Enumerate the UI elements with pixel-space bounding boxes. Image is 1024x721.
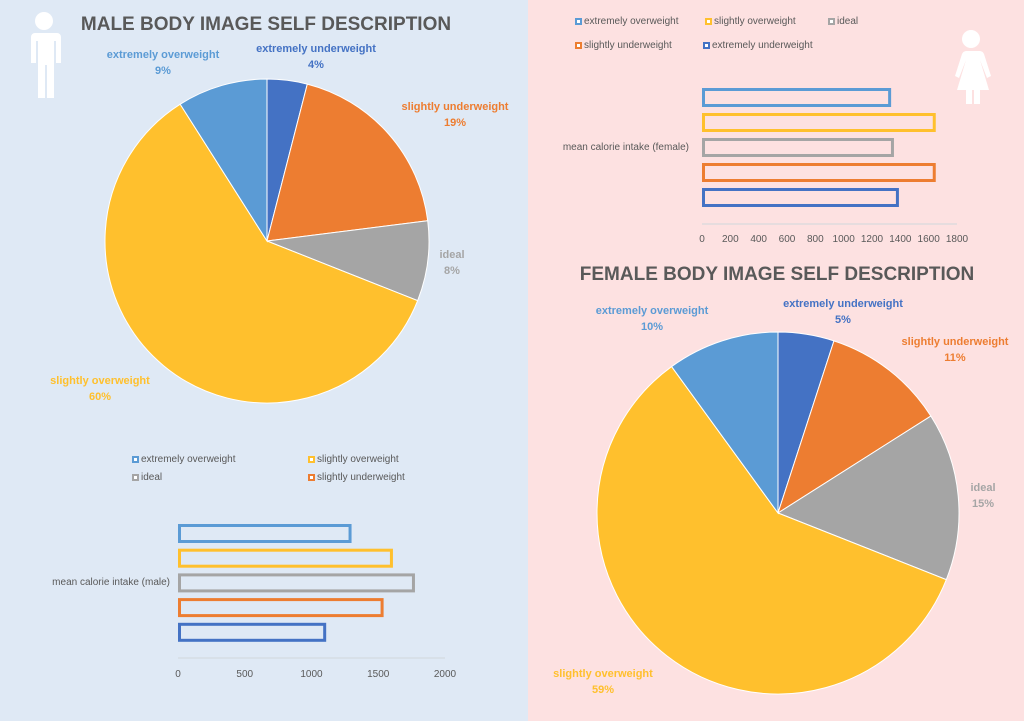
pie-data-label: extremely underweight 5% (783, 296, 903, 328)
pie-label-percent: 19% (443, 117, 467, 129)
pie-label-category: extremely underweight (783, 298, 903, 310)
female-pie-title: FEMALE BODY IMAGE SELF DESCRIPTION (579, 264, 975, 285)
pie-label-percent: 59% (591, 684, 615, 696)
legend-label: slightly underweight (317, 472, 405, 483)
bar-slightly-underweight (178, 598, 384, 618)
legend-label: extremely overweight (584, 16, 679, 27)
legend-label: slightly overweight (714, 16, 796, 27)
pie-data-label: extremely underweight 4% (256, 41, 376, 73)
bar-slightly-overweight (178, 548, 393, 568)
x-tick-label: 200 (721, 234, 739, 245)
legend-item: extremely overweight (575, 16, 678, 27)
x-tick-label: 1500 (367, 669, 390, 680)
pie-data-label: slightly underweight 19% (402, 99, 509, 131)
legend-item: extremely overweight (132, 454, 235, 465)
legend-swatch (308, 474, 315, 481)
pie-label-category: extremely underweight (256, 43, 376, 55)
pie-data-label: extremely overweight 9% (107, 47, 220, 79)
legend-swatch (703, 42, 710, 49)
legend-label: ideal (141, 472, 163, 483)
pie-slice-extremely-overweight (179, 78, 268, 243)
pie-data-label: extremely overweight 10% (596, 303, 709, 335)
legend-swatch (705, 18, 712, 25)
pie-data-label: ideal 8% (439, 247, 464, 279)
legend-swatch (575, 42, 582, 49)
x-tick-label: 2000 (433, 669, 457, 680)
legend-item: ideal (828, 16, 858, 27)
pie-label-percent: 60% (88, 391, 112, 403)
x-tick-label: 0 (175, 669, 181, 680)
pie-label-percent: 10% (640, 321, 664, 333)
x-tick-label: 1200 (860, 234, 884, 245)
legend-label: slightly overweight (317, 454, 399, 465)
x-tick-label: 1800 (945, 234, 969, 245)
bar-slightly-overweight (702, 113, 936, 132)
legend-label: extremely underweight (712, 40, 813, 51)
pie-label-percent: 8% (444, 265, 460, 277)
pie-label-percent: 9% (155, 65, 171, 77)
pie-label-category: extremely overweight (595, 305, 709, 317)
legend-item: extremely underweight (703, 40, 813, 51)
legend-item: slightly underweight (308, 472, 405, 483)
pie-slice-slightly-underweight (266, 83, 429, 242)
x-tick-label: 1600 (917, 234, 940, 245)
x-tick-label: 500 (236, 669, 254, 680)
pie-slice-slightly-overweight (104, 103, 419, 404)
pie-label-percent: 5% (835, 314, 851, 326)
x-tick-label: 400 (750, 234, 767, 245)
bar-extremely-underweight (702, 188, 899, 207)
x-tick-label: 1400 (889, 234, 912, 245)
pie-label-category: extremely overweight (106, 49, 220, 61)
x-tick-label: 600 (778, 234, 796, 245)
x-tick-label: 0 (699, 234, 705, 245)
x-tick-label: 1000 (300, 669, 323, 680)
x-tick-label: 1000 (832, 234, 855, 245)
pie-label-category: ideal (970, 482, 996, 494)
legend-item: slightly underweight (575, 40, 672, 51)
legend-label: extremely overweight (141, 454, 236, 465)
bar-extremely-overweight (178, 524, 352, 543)
pie-label-percent: 11% (944, 352, 966, 364)
x-tick-label: 800 (806, 234, 824, 245)
legend-swatch (308, 456, 315, 463)
pie-label-category: ideal (439, 249, 465, 261)
pie-data-label: ideal 15% (970, 480, 995, 512)
pie-label-category: slightly underweight (901, 336, 1009, 348)
pie-label-category: slightly overweight (553, 668, 653, 680)
pie-slice-extremely-overweight (670, 331, 779, 515)
bar-ideal (702, 138, 894, 157)
male-person-icon (31, 12, 61, 98)
male-bar-category-label: mean calorie intake (male) (52, 577, 170, 588)
pie-data-label: slightly overweight 60% (50, 373, 150, 405)
bar-extremely-overweight (702, 88, 892, 107)
legend-item: slightly overweight (308, 454, 399, 465)
bar-ideal (178, 573, 415, 593)
legend-label: slightly underweight (584, 40, 672, 51)
legend-swatch (132, 456, 139, 463)
female-person-icon (955, 30, 991, 104)
pie-data-label: slightly underweight 11% (902, 334, 1009, 366)
pie-label-percent: 15% (971, 498, 995, 510)
legend-swatch (828, 18, 835, 25)
legend-swatch (575, 18, 582, 25)
pie-slice-ideal (776, 415, 960, 581)
female-bar-category-label: mean calorie intake (female) (562, 142, 689, 153)
pie-data-label: slightly overweight 59% (553, 666, 653, 698)
legend-item: slightly overweight (705, 16, 796, 27)
bar-slightly-underweight (702, 163, 936, 182)
legend-label: ideal (837, 16, 859, 27)
pie-slice-slightly-underweight (777, 340, 932, 515)
male-pie-title: MALE BODY IMAGE SELF DESCRIPTION (80, 14, 452, 35)
pie-label-category: slightly underweight (401, 101, 509, 113)
legend-swatch (132, 474, 139, 481)
legend-item: ideal (132, 472, 162, 483)
pie-label-percent: 4% (308, 59, 324, 71)
bar-extremely-underweight (178, 622, 327, 642)
pie-label-category: slightly overweight (50, 375, 150, 387)
pie-slice-slightly-overweight (596, 365, 947, 695)
